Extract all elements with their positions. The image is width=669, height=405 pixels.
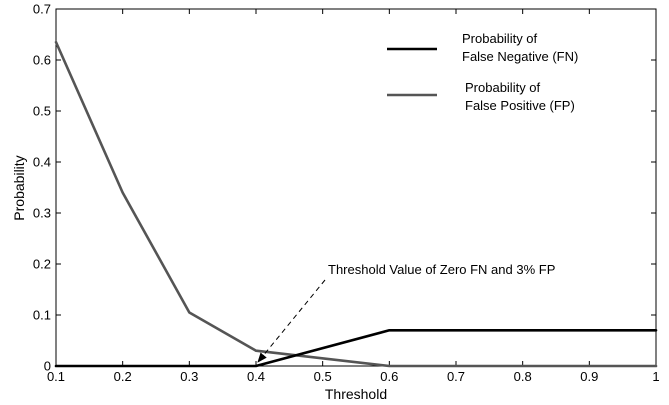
legend: Probability of False Negative (FN) Probabi… — [387, 31, 578, 113]
plot-frame — [55, 8, 657, 367]
legend-label-false-negative: False Negative (FN) — [462, 49, 578, 64]
x-axis-label: Threshold — [325, 386, 387, 402]
y-tick-label: 0 — [44, 359, 51, 374]
legend-label-false-positive: False Positive (FP) — [465, 98, 575, 113]
y-tick-label: 0.6 — [33, 53, 51, 68]
x-tick-label: 0.2 — [114, 369, 132, 384]
x-tick-label: 0.7 — [447, 369, 465, 384]
y-tick-label: 0.1 — [33, 308, 51, 323]
x-tick-label: 1 — [652, 369, 659, 384]
y-tick-label: 0.5 — [33, 104, 51, 119]
series-false-positive-line — [54, 40, 658, 368]
y-tick-label: 0.2 — [33, 257, 51, 272]
axis-ticks: 0.1 0.2 0.3 0.4 0.5 0.6 0.7 0.8 0.9 100.10.20.30.… — [33, 2, 660, 385]
x-tick-label: 0.3 — [180, 369, 198, 384]
y-axis-label: Probability — [11, 155, 27, 220]
legend-label-false-positive: Probability of — [465, 80, 541, 95]
y-tick-label: 0.7 — [33, 2, 51, 17]
x-tick-label: 0.1 — [47, 369, 65, 384]
y-tick-label: 0.4 — [33, 155, 51, 170]
x-tick-label: 0.8 — [514, 369, 532, 384]
annotation-label: Threshold Value of Zero FN and 3% FP — [328, 262, 555, 277]
x-tick-label: 0.4 — [247, 369, 265, 384]
annotation: Threshold Value of Zero FN and 3% FP — [257, 262, 555, 363]
x-tick-label: 0.6 — [380, 369, 398, 384]
series-false-negative-line — [54, 328, 658, 368]
y-tick-label: 0.3 — [33, 206, 51, 221]
x-tick-label: 0.5 — [314, 369, 332, 384]
legend-label-false-negative: Probability of — [462, 31, 538, 46]
x-tick-label: 0.9 — [580, 369, 598, 384]
series-lines — [54, 40, 658, 368]
